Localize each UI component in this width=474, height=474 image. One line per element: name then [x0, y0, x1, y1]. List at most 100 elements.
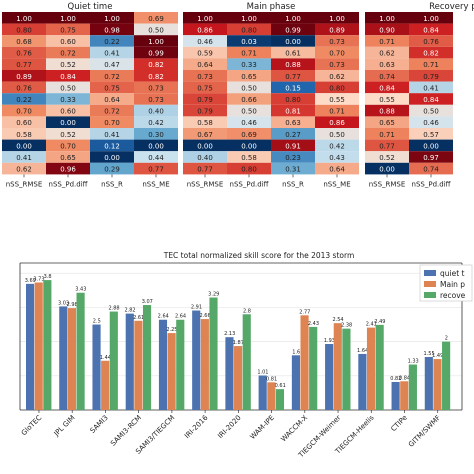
heatmap-column-label: nSS_RMSE	[187, 180, 224, 188]
x-tick-label: IRI-2020	[216, 414, 242, 440]
heatmap-cell	[271, 35, 315, 47]
heatmap-cell	[134, 70, 178, 82]
heatmap-cell	[134, 104, 178, 117]
heatmap-cell	[315, 81, 359, 94]
heatmap-cell-label: 0.00	[379, 166, 395, 174]
heatmap-column-label: nSS_ME	[323, 180, 350, 188]
heatmap-cell	[183, 81, 227, 94]
heatmap-cell	[315, 139, 359, 152]
heatmap-cell	[90, 81, 134, 94]
heatmap-cell	[315, 151, 359, 163]
heatmap-cell	[409, 23, 453, 36]
heatmap-cell	[2, 128, 46, 140]
heatmap-cell-label: 0.50	[329, 131, 345, 139]
heatmap-cell-label: 0.73	[329, 61, 345, 69]
heatmap-cell-label: 0.86	[329, 119, 345, 127]
heatmap-cell-label: 0.50	[241, 84, 257, 92]
bar-value-label: 2.98	[67, 302, 78, 308]
heatmap-cell-label: 0.71	[423, 61, 439, 69]
heatmap-cell-label: 0.59	[197, 50, 213, 58]
heatmap-cell-label: 1.00	[60, 15, 76, 23]
heatmap-cell	[271, 93, 315, 105]
heatmap-cell-label: 0.80	[285, 96, 301, 104]
heatmap-title: Recovery phase	[429, 2, 474, 12]
heatmap-cell	[90, 70, 134, 82]
legend-label: recove	[440, 291, 466, 300]
heatmap-cell-label: 0.27	[285, 131, 301, 139]
heatmap-cell	[409, 128, 453, 140]
heatmap-cell-label: 0.55	[329, 96, 345, 104]
heatmap-cell-label: 0.80	[241, 166, 257, 174]
heatmap-cell-label: 0.90	[379, 26, 395, 34]
bar-value-label: 1.33	[408, 359, 419, 365]
heatmap-cell-label: 0.30	[148, 131, 164, 139]
heatmap-cell	[183, 162, 227, 175]
heatmap-cell	[409, 116, 453, 128]
heatmap-cell-label: 0.71	[241, 50, 257, 58]
heatmap-cell-label: 0.71	[379, 131, 395, 139]
heatmap-cell-label: 0.81	[285, 108, 301, 116]
heatmap-cell	[183, 12, 227, 24]
heatmap-cell	[365, 70, 409, 82]
heatmap-cell-label: 0.00	[423, 142, 439, 150]
heatmap-cell-label: 0.52	[60, 131, 76, 139]
heatmap-cell-label: 0.98	[104, 26, 120, 34]
heatmap-cell-label: 0.62	[329, 73, 345, 81]
x-tick-label: IRI-2016	[183, 413, 210, 440]
heatmap-cell-label: 0.82	[148, 73, 164, 81]
heatmap-cell-label: 0.70	[16, 108, 32, 116]
heatmap-cell	[2, 58, 46, 70]
bar-value-label: 0.84	[399, 375, 410, 381]
heatmap-cell	[183, 58, 227, 70]
heatmap-cell	[2, 35, 46, 47]
heatmap-cell-label: 0.50	[148, 26, 164, 34]
heatmap-cell-label: 0.00	[16, 142, 32, 150]
heatmap-cell-label: 0.73	[197, 73, 213, 81]
heatmap-cell-label: 0.84	[379, 84, 395, 92]
heatmap-cell	[409, 104, 453, 117]
heatmap-cell-label: 0.64	[197, 61, 213, 69]
heatmap-cell	[271, 151, 315, 163]
heatmap-cell	[315, 128, 359, 140]
heatmap-cell-label: 1.00	[329, 15, 345, 23]
heatmap-cell	[409, 70, 453, 82]
heatmap-cell-label: 0.33	[241, 61, 257, 69]
heatmap-cell	[271, 23, 315, 36]
heatmap-cell	[365, 116, 409, 128]
bar-value-label: 2.82	[124, 308, 135, 314]
heatmap-cell	[46, 128, 90, 140]
heatmap-cell	[2, 139, 46, 152]
heatmap-cell	[365, 151, 409, 163]
heatmap-cell-label: 0.88	[285, 61, 301, 69]
heatmap-cell-label: 0.62	[379, 50, 395, 58]
heatmap-cell-label: 0.71	[379, 38, 395, 46]
heatmap-cell-label: 0.22	[104, 38, 120, 46]
heatmap-cell	[183, 151, 227, 163]
heatmap-cell-label: 0.72	[104, 73, 120, 81]
legend-swatch	[424, 270, 436, 276]
heatmap-cell-label: 1.00	[241, 15, 257, 23]
heatmap-cell-label: 0.62	[16, 166, 32, 174]
heatmap-cell-label: 0.46	[197, 38, 213, 46]
heatmap-column-label: nSS_Pd.diff	[49, 180, 88, 188]
bar-chart: TEC total normalized skill score for the…	[19, 251, 473, 460]
heatmap-cell-label: 0.99	[285, 26, 301, 34]
heatmap-cell	[227, 139, 271, 152]
heatmap-cell	[409, 139, 453, 152]
heatmap-cell	[46, 162, 90, 175]
heatmap-cell-label: 1.00	[148, 38, 164, 46]
heatmap-cell-label: 0.73	[329, 38, 345, 46]
heatmap-cell-label: 0.52	[60, 61, 76, 69]
heatmap-cell	[271, 139, 315, 152]
heatmap-cell	[227, 46, 271, 59]
heatmap-cell-label: 0.47	[104, 61, 120, 69]
heatmap-cell-label: 0.33	[60, 96, 76, 104]
heatmap-cell	[46, 93, 90, 105]
heatmap-cell	[90, 12, 134, 24]
heatmap-cell	[2, 151, 46, 163]
heatmap-cell-label: 0.65	[379, 119, 395, 127]
bar	[209, 297, 218, 410]
heatmap-cell	[271, 81, 315, 94]
heatmap-cell-label: 0.64	[329, 166, 345, 174]
heatmap-column-label: nSS_Pd.diff	[412, 180, 451, 188]
